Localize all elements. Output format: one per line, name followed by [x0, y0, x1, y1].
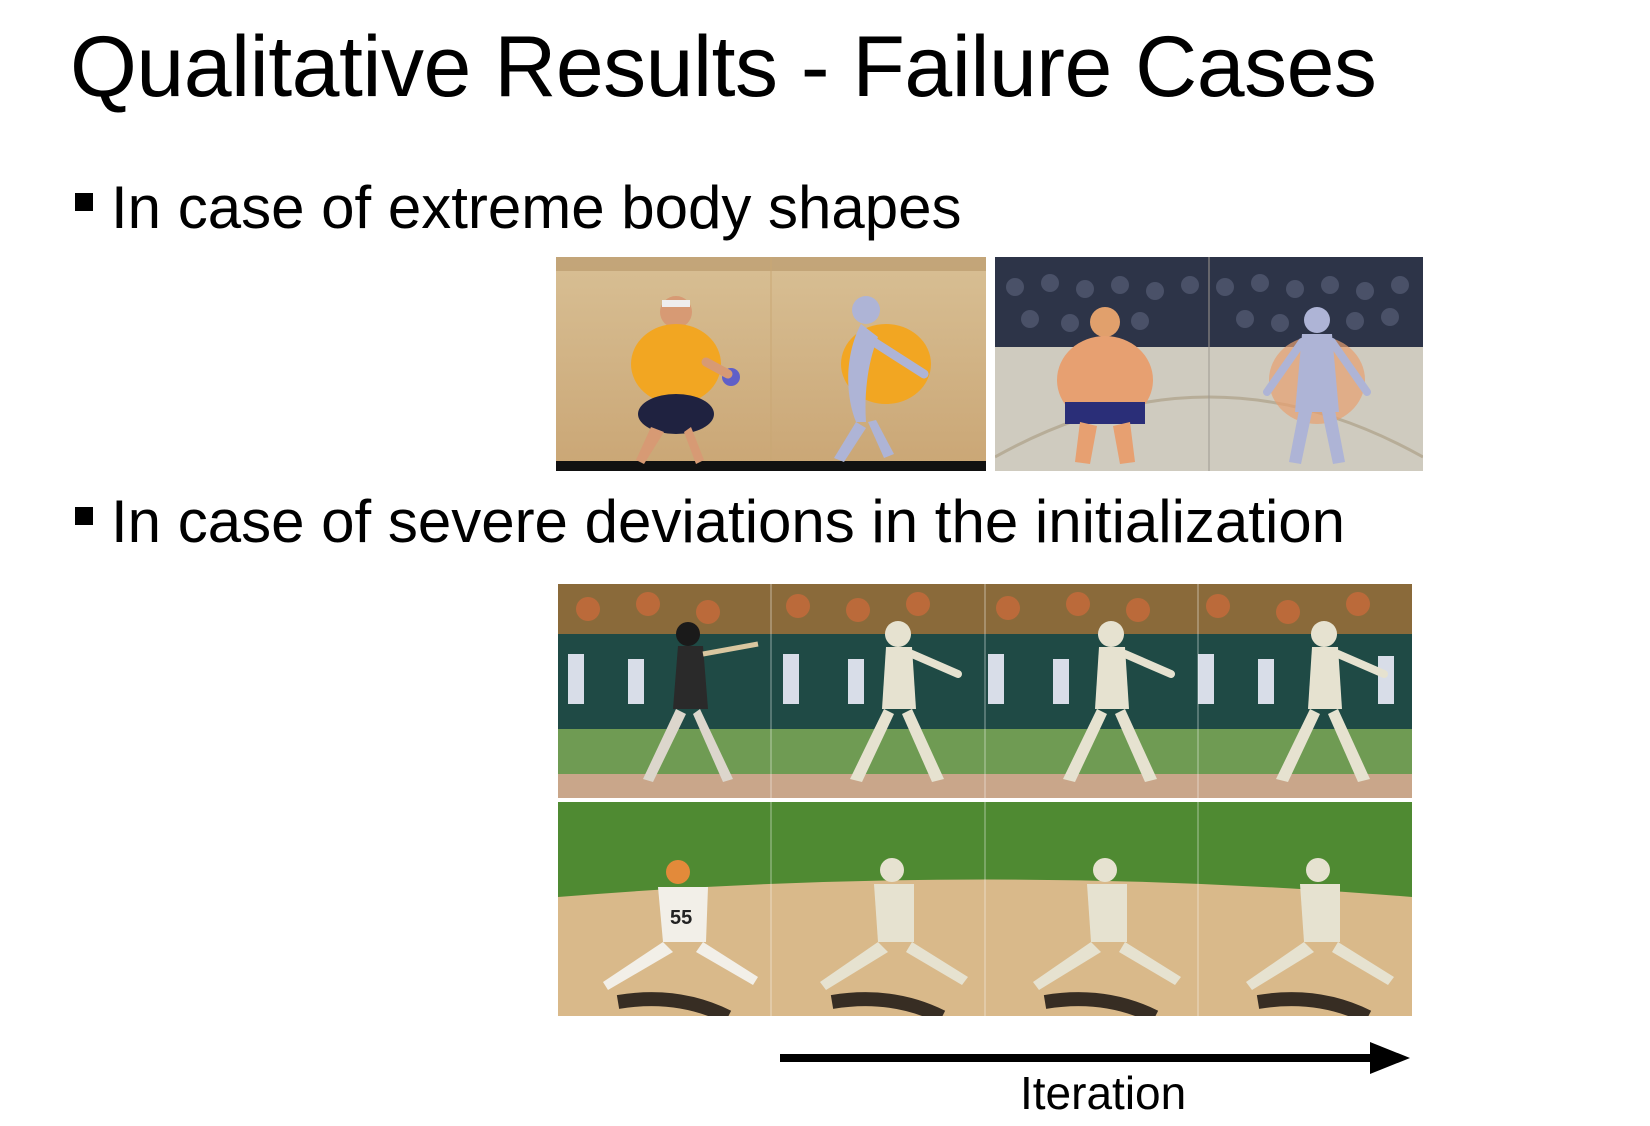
bullet-extreme-shapes: In case of extreme body shapes [75, 178, 962, 238]
sumo-pair [995, 257, 1423, 471]
sumo-fit [1263, 307, 1371, 464]
volleyball-player [631, 296, 740, 464]
pitcher-fit-1 [820, 858, 968, 1016]
iteration-arrow-icon [780, 1042, 1410, 1074]
page-title: Qualitative Results - Failure Cases [70, 19, 1377, 115]
pitcher-fit-3 [1246, 858, 1394, 1016]
beach-volleyball-pair [556, 257, 986, 471]
pitcher-iteration-strip: 55 [558, 802, 1412, 1016]
batter-fit-3 [1276, 621, 1388, 782]
jersey-number: 55 [670, 907, 692, 929]
sumo-wrestler [1057, 307, 1153, 464]
pitcher-fit-2 [1033, 858, 1181, 1016]
bullet-text: In case of severe deviations in the init… [111, 488, 1346, 555]
batter-fit-2 [1063, 621, 1175, 782]
batter-fit-1 [850, 621, 962, 782]
batter-iteration-strip [558, 584, 1412, 798]
pitcher-input: 55 [603, 860, 758, 1016]
bullet-severe-deviations: In case of severe deviations in the init… [75, 492, 1345, 552]
bullet-marker [75, 193, 93, 212]
volleyball-fit [834, 296, 931, 462]
bullet-text: In case of extreme body shapes [111, 174, 962, 241]
bullet-marker [75, 507, 93, 526]
iteration-label: Iteration [1020, 1067, 1187, 1119]
batter-input [643, 622, 759, 782]
